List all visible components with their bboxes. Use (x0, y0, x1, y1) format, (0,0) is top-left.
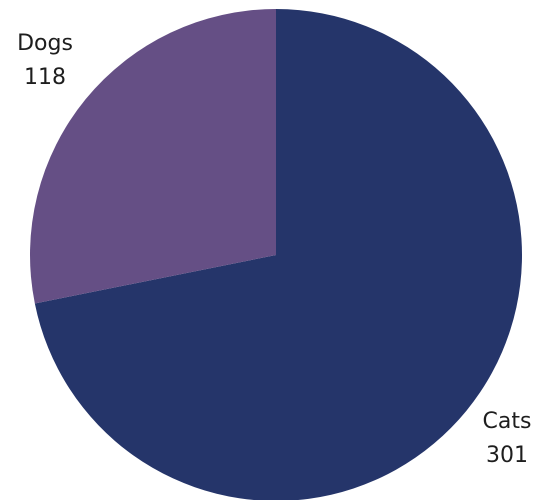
slice-value-dogs: 118 (24, 65, 66, 90)
pie-slices (29, 9, 522, 500)
pie-slice-dogs (29, 9, 276, 304)
pie-labels: Cats 301 Dogs 118 (17, 31, 531, 468)
pie-slice-cats (34, 9, 522, 500)
slice-label-cats: Cats (483, 409, 532, 434)
slice-value-cats: 301 (486, 443, 528, 468)
slice-label-dogs: Dogs (17, 31, 73, 56)
